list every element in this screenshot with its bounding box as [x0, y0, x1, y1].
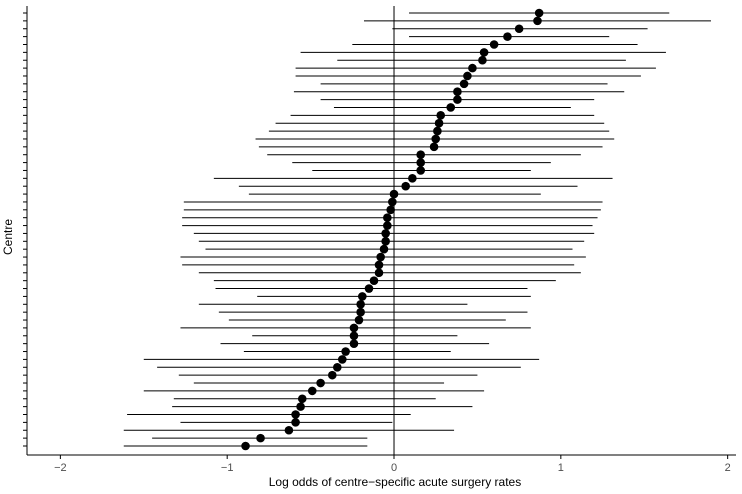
centre-estimate-point	[349, 339, 359, 348]
centre-estimate-point	[349, 331, 359, 341]
centre-estimate-point	[297, 394, 307, 404]
centre-estimate-point	[453, 95, 462, 104]
centre-estimate-point	[256, 433, 265, 443]
centre-estimate-point	[354, 315, 364, 325]
centre-estimate-point	[327, 370, 337, 380]
y-axis-title: Centre	[1, 219, 15, 255]
x-tick-label: −2	[54, 462, 67, 474]
centre-estimate-point	[503, 32, 512, 41]
centre-estimate-point	[416, 150, 426, 160]
centre-estimate-point	[364, 284, 374, 293]
y-ticks-layer	[23, 12, 27, 447]
centre-estimate-point	[337, 355, 347, 364]
centre-estimate-point	[383, 221, 392, 230]
centre-estimate-point	[316, 378, 325, 388]
centre-estimate-point	[434, 118, 444, 128]
x-ticks-layer: −2 −1 0 1 2	[54, 455, 731, 474]
centre-estimate-point	[416, 166, 426, 175]
x-axis-title: Log odds of centre−specific acute surger…	[269, 475, 521, 489]
centre-estimate-point	[307, 386, 317, 396]
centre-estimate-point	[356, 307, 365, 317]
centre-estimate-point	[386, 205, 395, 215]
x-tick-label: 1	[558, 462, 564, 474]
centre-estimate-point	[356, 299, 365, 309]
points-layer	[241, 8, 544, 451]
centre-estimate-point	[241, 441, 250, 451]
centre-estimate-point	[429, 142, 439, 152]
centre-estimate-point	[388, 197, 397, 207]
centre-estimate-point	[291, 418, 300, 427]
centre-estimate-point	[514, 24, 524, 34]
centre-estimate-point	[459, 79, 469, 89]
centre-estimate-point	[478, 55, 487, 65]
centre-estimate-point	[436, 111, 446, 120]
centre-estimate-point	[401, 181, 410, 191]
centre-estimate-point	[284, 425, 294, 435]
centre-estimate-point	[489, 40, 499, 49]
centre-estimate-point	[381, 237, 390, 246]
centre-estimate-point	[291, 410, 300, 419]
centre-estimate-point	[453, 87, 462, 97]
centre-estimate-point	[369, 276, 379, 285]
x-tick-label: 2	[725, 462, 731, 474]
centre-estimate-point	[374, 260, 384, 270]
centre-estimate-point	[408, 174, 417, 183]
centre-estimate-point	[341, 347, 350, 356]
intervals-layer	[123, 12, 711, 447]
centre-estimate-point	[463, 71, 472, 81]
x-tick-label: −1	[221, 462, 234, 474]
x-tick-label: 0	[391, 462, 397, 474]
centre-estimate-point	[446, 103, 456, 112]
centre-estimate-point	[332, 362, 342, 372]
centre-estimate-point	[416, 158, 426, 167]
centre-estimate-point	[358, 292, 367, 301]
centre-estimate-point	[349, 323, 359, 333]
centre-estimate-point	[296, 402, 305, 411]
centre-estimate-point	[374, 268, 384, 278]
centre-estimate-point	[533, 16, 542, 26]
centre-estimate-point	[389, 189, 399, 199]
centre-estimate-point	[431, 134, 441, 144]
centre-estimate-point	[534, 8, 544, 18]
centre-estimate-point	[433, 126, 442, 136]
centre-estimate-point	[479, 48, 489, 57]
centre-estimate-point	[383, 213, 392, 222]
centre-estimate-point	[376, 252, 385, 262]
centre-estimate-point	[379, 244, 389, 254]
centre-estimate-point	[468, 63, 477, 73]
centre-estimate-point	[381, 229, 390, 238]
